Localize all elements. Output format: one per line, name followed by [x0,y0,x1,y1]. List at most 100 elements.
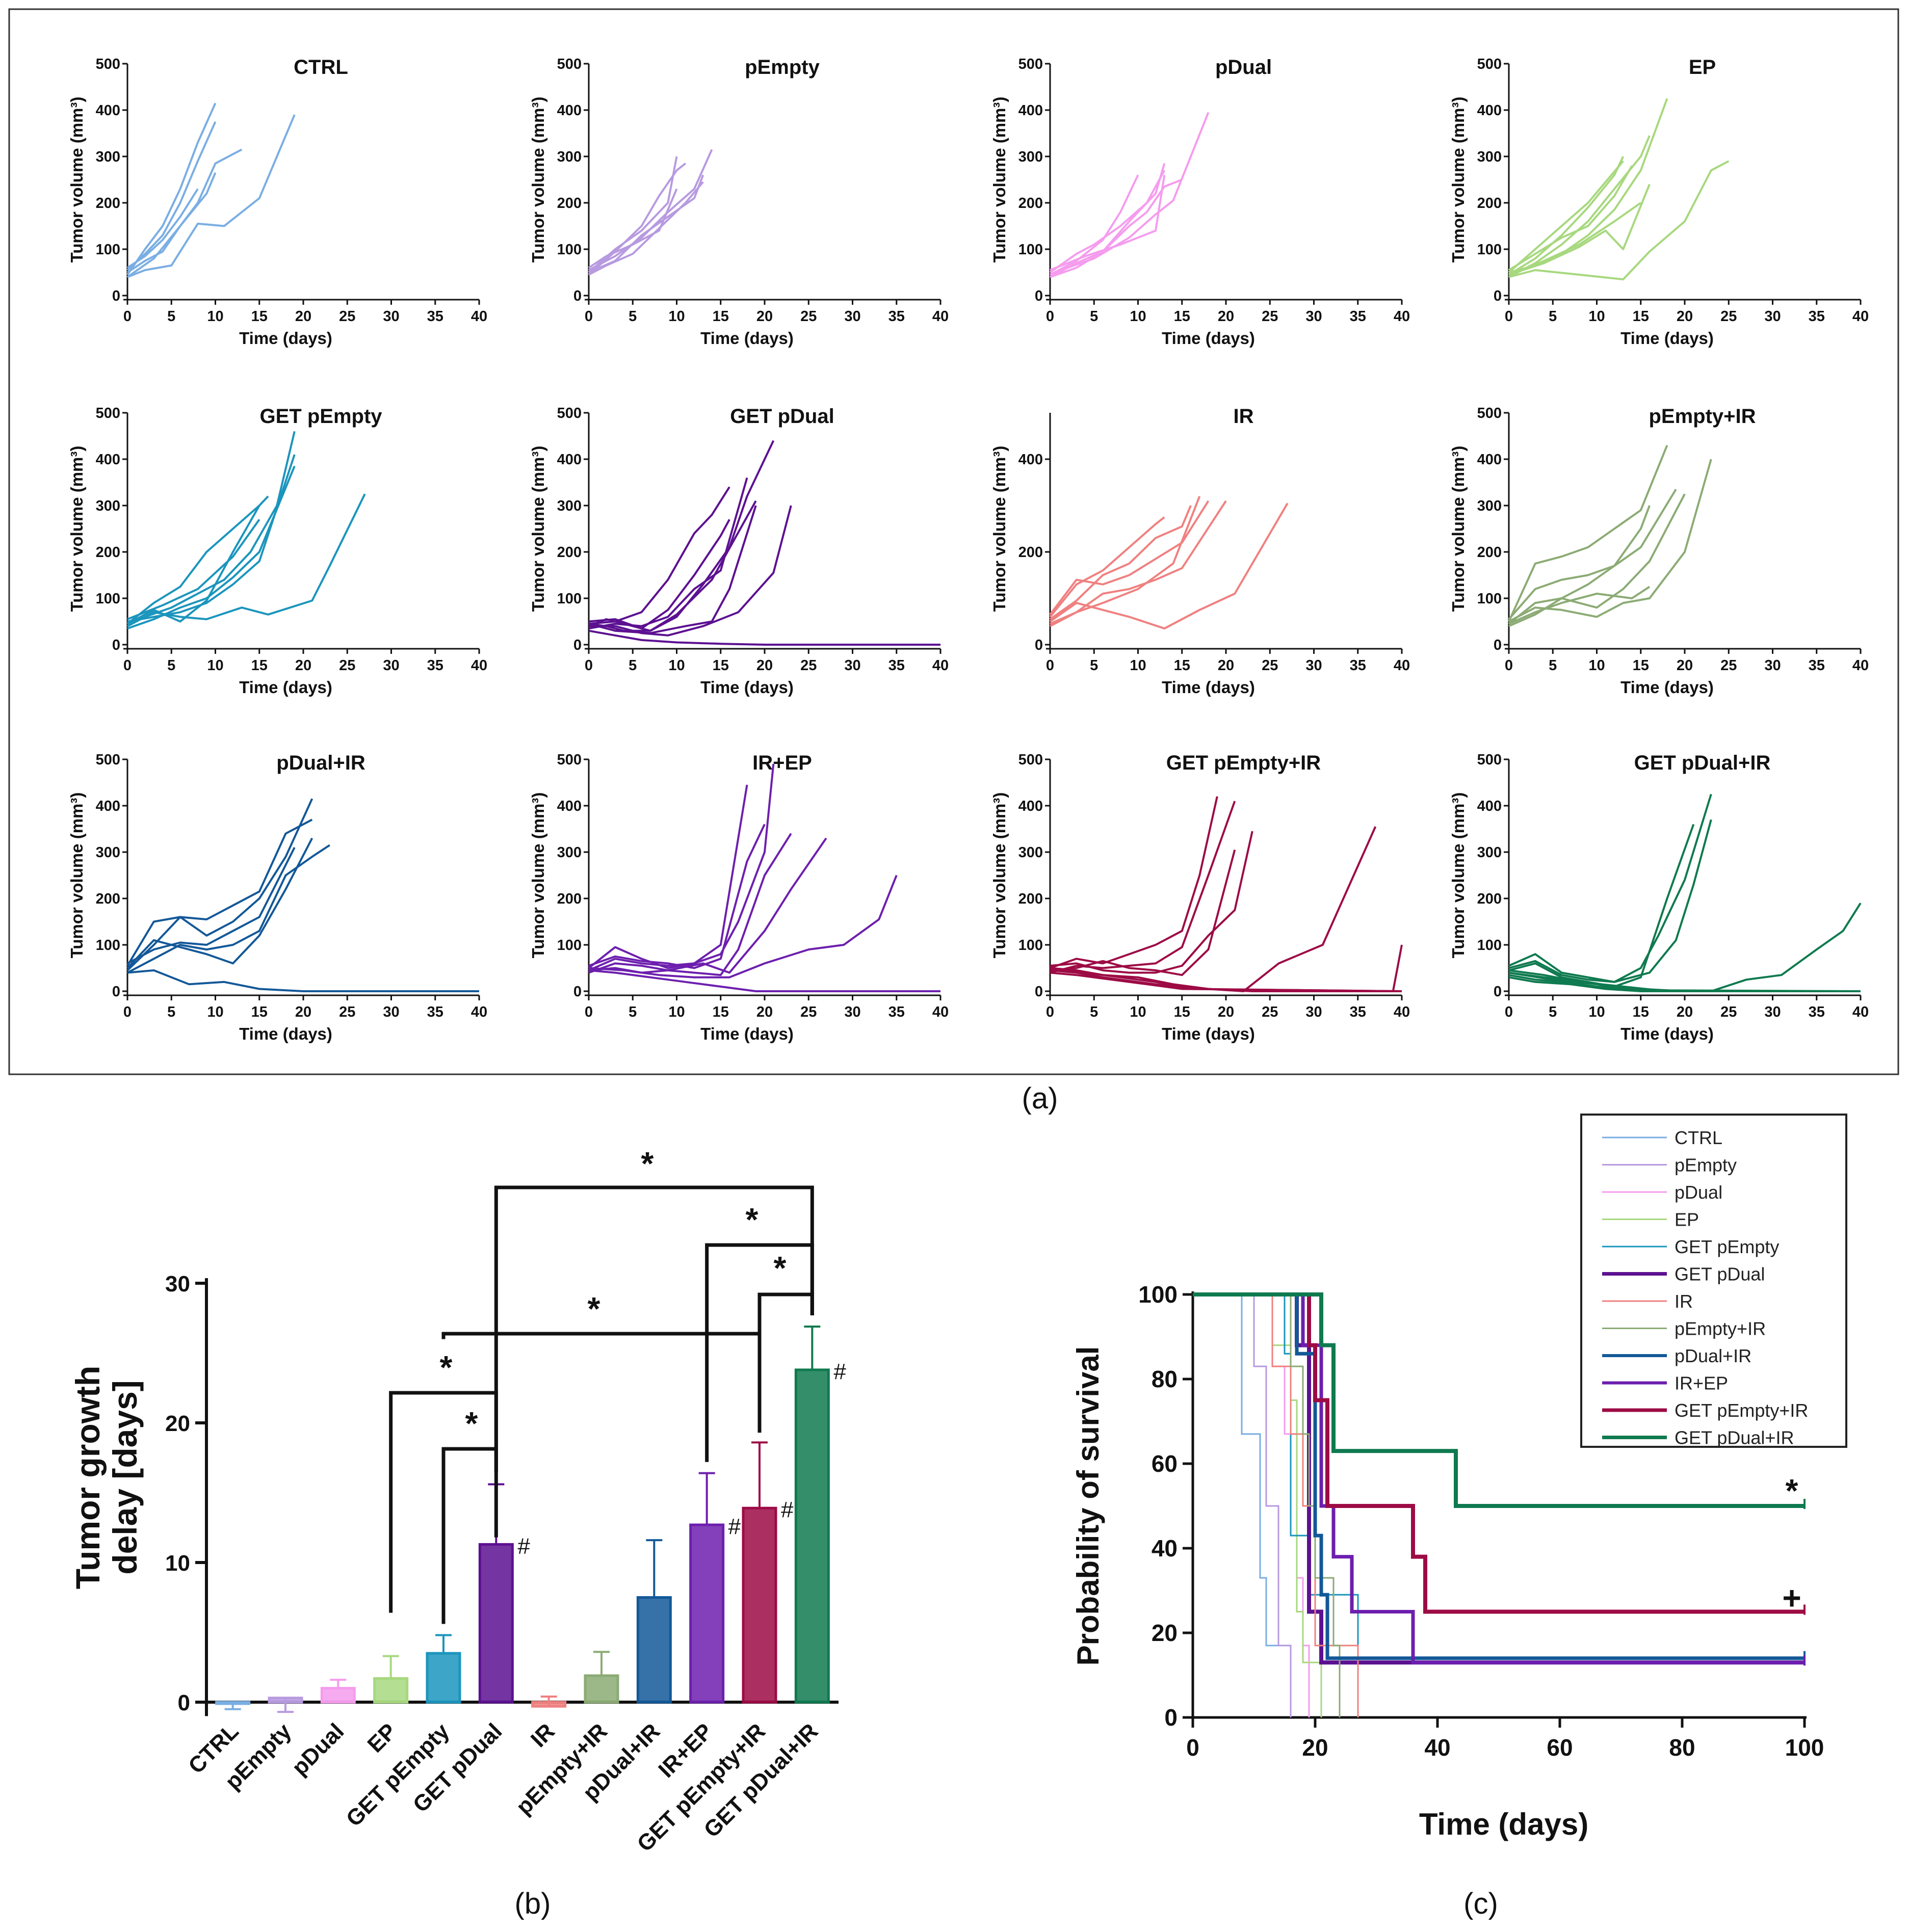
x-axis-label: Time (days) [1419,1807,1588,1841]
significance-star: * [465,1405,478,1442]
y-tick-label: 500 [1477,405,1502,421]
series-line [588,875,898,978]
x-tick-label: 30 [1305,308,1322,325]
x-axis-label: Time (days) [1162,678,1255,697]
x-tick-label: 0 [1046,308,1054,325]
y-tick-label: 300 [1477,498,1502,514]
series-line [1049,505,1192,620]
subplot-ctrl: CTRL 0 100 200 300 400 500 0 5 10 15 20 25 30 35 40 Time… [67,56,487,348]
subplot-get-pempty: GET pEmpty 0 100 200 300 400 500 0 5 10 15 20 25 30 35… [67,405,487,697]
series-line [1508,98,1668,274]
x-tick-label: 5 [167,1004,175,1020]
y-tick-label: 300 [557,149,582,165]
y-tick-label: 200 [1018,891,1043,907]
series-line [1049,502,1289,630]
x-tick-label: 0 [1046,1004,1054,1020]
series-line [1508,202,1641,276]
y-axis-label: Tumor volume (mm³) [990,97,1009,263]
x-tick-label: 20 [1218,1004,1234,1020]
x-tick-label: 25 [1262,1004,1278,1020]
subplot-pdual-plus-ir: pDual+IR 0 100 200 300 400 500 0 5 10 15 20 25 30 35 40… [67,752,487,1043]
x-tick-label: 25 [800,308,817,325]
x-tick-label: 0 [1186,1734,1199,1761]
x-tick-label: 15 [713,308,729,325]
y-axis-label: Tumor volume (mm³) [990,792,1009,959]
series-line [1508,156,1625,276]
x-tick-label: 60 [1547,1734,1573,1761]
x-tick-label: 20 [1218,657,1234,674]
x-tick-label: 25 [1262,657,1278,674]
y-tick-label: 300 [1018,844,1043,861]
y-tick-label: 100 [96,591,120,607]
y-tick-label: 0 [112,637,120,653]
panel-label-a: (a) [1022,1082,1058,1115]
x-tick-label: 35 [1350,1004,1366,1020]
y-tick-label: 0 [1494,288,1502,304]
bar-ep [373,1677,409,1704]
y-tick-label: 300 [1477,149,1502,165]
y-tick-label: 100 [557,591,582,607]
x-tick-label: 30 [383,657,399,674]
bar-pdual-plus-ir [636,1596,672,1704]
series-line [1508,160,1624,274]
subplot-pdual: pDual 0 100 200 300 400 500 0 5 10 15 20 25 30 35 40 Tim… [990,56,1410,348]
y-tick-label: 60 [1152,1450,1178,1477]
y-axis-label: delay [days] [106,1380,144,1575]
legend-label-ir-plus-ep: IR+EP [1675,1373,1728,1394]
series-line [588,969,940,992]
x-tick-label: 0 [123,308,132,325]
series-line [588,763,775,971]
y-tick-label: 0 [1035,984,1043,1000]
y-tick-label: 400 [1018,798,1043,814]
survival-curve-ir-plus-ep [1193,1292,1805,1664]
y-tick-label: 100 [1477,242,1502,258]
x-tick-label: 20 [756,657,773,674]
series-line [127,454,296,623]
y-tick-label: 400 [96,102,120,119]
x-tick-label: 40 [471,308,487,325]
legend-label-pempty: pEmpty [1675,1155,1737,1176]
x-tick-label: 5 [629,657,637,674]
x-tick-label: 0 [585,1004,593,1020]
y-tick-label: 200 [96,195,120,211]
x-tick-label: 15 [1174,1004,1190,1020]
x-tick-label: 0 [123,657,132,674]
y-tick-label: 300 [1477,844,1502,861]
subplot-get-pdual-plus-ir: GET pDual+IR 0 100 200 300 400 500 0 5 10 15 20 25 30… [1449,752,1869,1043]
x-axis-label: Time (days) [700,1024,794,1043]
x-tick-label: 35 [1809,657,1825,674]
y-tick-label: 500 [1477,752,1502,768]
series-line [1508,459,1712,623]
y-tick-label: 500 [557,56,582,72]
significance-hash: # [517,1533,530,1558]
y-tick-label: 500 [557,752,582,768]
x-tick-label: 40 [471,1004,487,1020]
legend: CTRL pEmpty pDual EP GET pEmpty GET pDual IR pE… [1580,1114,1847,1448]
y-tick-label: 200 [1018,544,1043,561]
y-tick-label: 0 [112,288,120,304]
y-tick-label: 10 [165,1551,190,1576]
x-tick-label: 15 [1174,657,1190,674]
x-tick-label: 30 [844,1004,860,1020]
series-line [1050,112,1210,276]
y-tick-label: 100 [1018,937,1043,954]
x-tick-label: 10 [207,308,223,325]
y-tick-label: 500 [1018,56,1043,72]
x-tick-label: 0 [1046,657,1054,674]
series-line [1050,826,1377,992]
x-axis-label: Time (days) [1620,678,1714,697]
series-line [588,163,687,276]
x-tick-label: 15 [251,308,268,325]
x-axis-label: Time (days) [700,678,794,697]
series-line [588,837,827,974]
y-tick-label: 100 [557,242,582,258]
panel-a-frame [8,8,1899,1075]
subplot-title: pDual+IR [276,752,365,774]
subplot-title: EP [1689,56,1716,78]
series-line [1050,500,1227,627]
y-tick-label: 200 [1018,195,1043,211]
x-tick-label: 5 [167,308,175,325]
y-tick-label: 100 [557,937,582,954]
x-tick-label: 35 [427,657,443,674]
